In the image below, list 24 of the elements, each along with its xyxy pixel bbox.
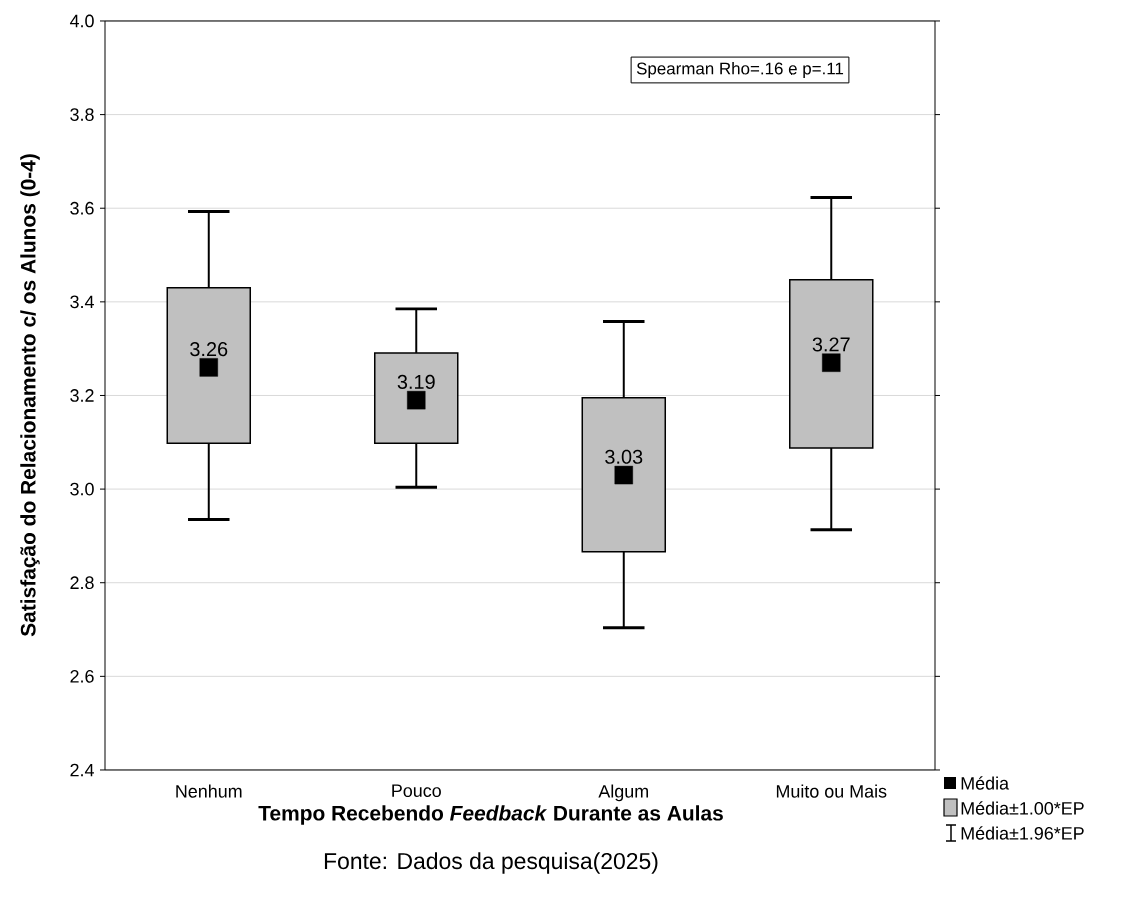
annotation: Spearman Rho=.16 e p=.11 — [636, 62, 844, 78]
x-tick-label: Muito ou Mais — [776, 784, 887, 798]
y-tick-label: 2.6 — [70, 670, 94, 683]
x-axis-title: Tempo Recebendo Feedback Durante as Aulas — [258, 805, 723, 825]
x-tick-label: Nenhum — [176, 784, 242, 798]
y-tick-label: 3.0 — [70, 482, 94, 496]
legend-label: Média±1.00*EP — [961, 801, 1084, 815]
y-tick-label: 3.4 — [70, 295, 94, 309]
text: 3.26 — [190, 342, 228, 357]
y-tick-label: 3.2 — [70, 389, 94, 402]
y-tick-label: 3.8 — [70, 108, 94, 121]
y-tick-label: 2.4 — [70, 763, 94, 777]
text: Média — [961, 776, 1010, 790]
y-tick-label: 4.0 — [69, 14, 94, 28]
y-tick-label: 3.6 — [70, 201, 94, 215]
text: Média±1.96*EP — [961, 826, 1084, 840]
y-axis-title: Satisfação do Relacionamento c/ os Alunos (0-4) — [20, 154, 40, 637]
text: 3.19 — [397, 374, 435, 389]
y-tick-label: 2.8 — [70, 576, 94, 590]
text: 3.27 — [812, 337, 850, 352]
text: 3.03 — [605, 449, 643, 464]
x-tick-label: Pouco — [392, 784, 441, 798]
source-note: Fonte: Dados da pesquisa(2025) — [324, 852, 658, 874]
x-tick-label: Algum — [598, 784, 648, 802]
